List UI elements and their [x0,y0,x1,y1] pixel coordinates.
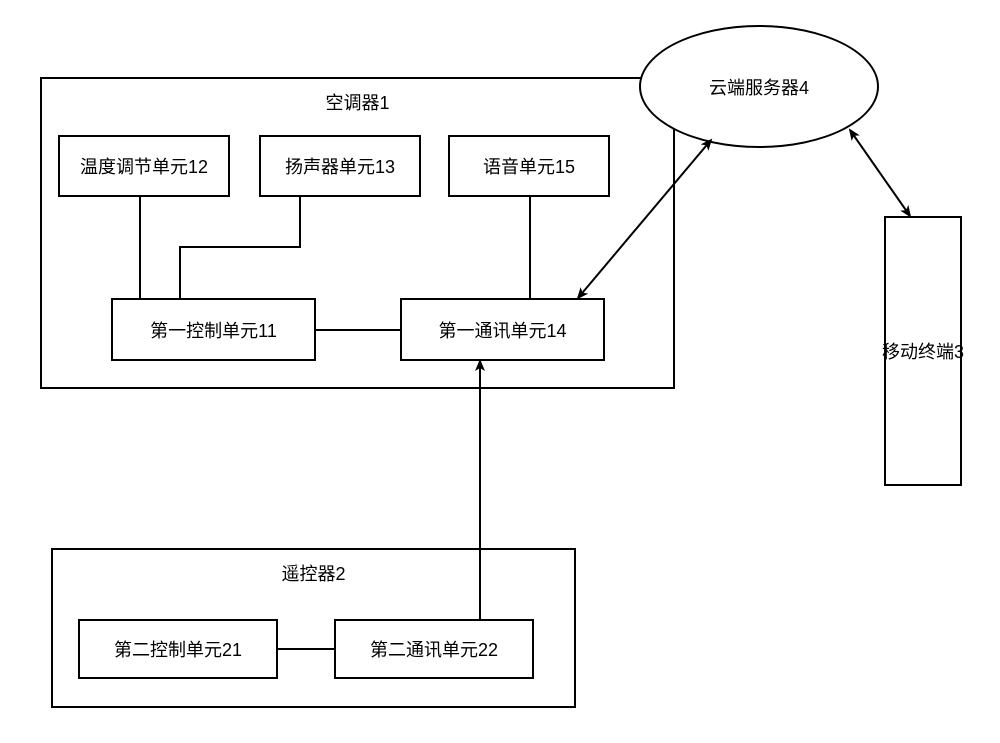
mobile-terminal-label: 移动终端3 [882,338,964,364]
temp-unit-box: 温度调节单元12 [58,135,230,197]
speaker-unit-label: 扬声器单元13 [285,153,395,179]
cloud-server-ellipse: 云端服务器4 [639,25,879,148]
temp-unit-label: 温度调节单元12 [80,153,208,179]
mobile-terminal-box: 移动终端3 [884,216,962,486]
diagram-canvas: 空调器1 遥控器2 温度调节单元12 扬声器单元13 语音单元15 第一控制单元… [0,0,1000,743]
remote-container-label: 遥控器2 [53,560,574,586]
comm1-box: 第一通讯单元14 [400,298,605,361]
ctrl1-box: 第一控制单元11 [111,298,316,361]
voice-unit-box: 语音单元15 [448,135,610,197]
voice-unit-label: 语音单元15 [483,153,575,179]
ac-container-label: 空调器1 [42,89,673,115]
comm2-box: 第二通讯单元22 [334,619,534,679]
ctrl1-label: 第一控制单元11 [150,317,277,343]
cloud-server-label: 云端服务器4 [709,74,809,100]
ctrl2-box: 第二控制单元21 [78,619,278,679]
comm1-label: 第一通讯单元14 [438,317,566,343]
speaker-unit-box: 扬声器单元13 [259,135,421,197]
ctrl2-label: 第二控制单元21 [114,636,242,662]
comm2-label: 第二通讯单元22 [370,636,498,662]
